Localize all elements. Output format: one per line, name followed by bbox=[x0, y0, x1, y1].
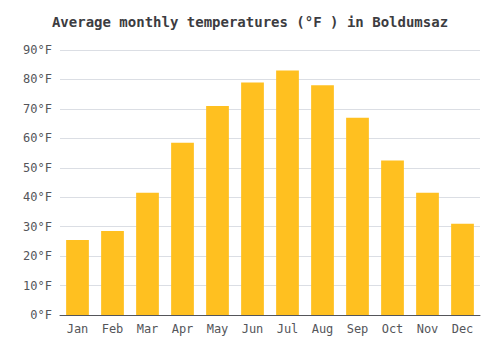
svg-text:50°F: 50°F bbox=[23, 161, 52, 175]
svg-text:80°F: 80°F bbox=[23, 72, 52, 86]
svg-text:Jul: Jul bbox=[277, 322, 299, 336]
svg-text:70°F: 70°F bbox=[23, 102, 52, 116]
svg-text:Sep: Sep bbox=[347, 322, 369, 336]
svg-text:60°F: 60°F bbox=[23, 131, 52, 145]
svg-text:0°F: 0°F bbox=[30, 308, 52, 322]
svg-text:90°F: 90°F bbox=[23, 43, 52, 57]
svg-text:Apr: Apr bbox=[172, 322, 194, 336]
svg-text:Feb: Feb bbox=[102, 322, 124, 336]
svg-text:10°F: 10°F bbox=[23, 279, 52, 293]
svg-text:40°F: 40°F bbox=[23, 190, 52, 204]
svg-text:20°F: 20°F bbox=[23, 249, 52, 263]
svg-text:Aug: Aug bbox=[312, 322, 334, 336]
svg-text:Jan: Jan bbox=[67, 322, 89, 336]
svg-text:Average monthly temperatures (: Average monthly temperatures (°F ) in Bo… bbox=[52, 14, 448, 30]
svg-text:Nov: Nov bbox=[417, 322, 439, 336]
svg-text:Mar: Mar bbox=[137, 322, 159, 336]
svg-text:May: May bbox=[207, 322, 229, 336]
svg-text:Oct: Oct bbox=[382, 322, 404, 336]
svg-text:Jun: Jun bbox=[242, 322, 264, 336]
svg-text:Dec: Dec bbox=[452, 322, 474, 336]
svg-text:30°F: 30°F bbox=[23, 220, 52, 234]
